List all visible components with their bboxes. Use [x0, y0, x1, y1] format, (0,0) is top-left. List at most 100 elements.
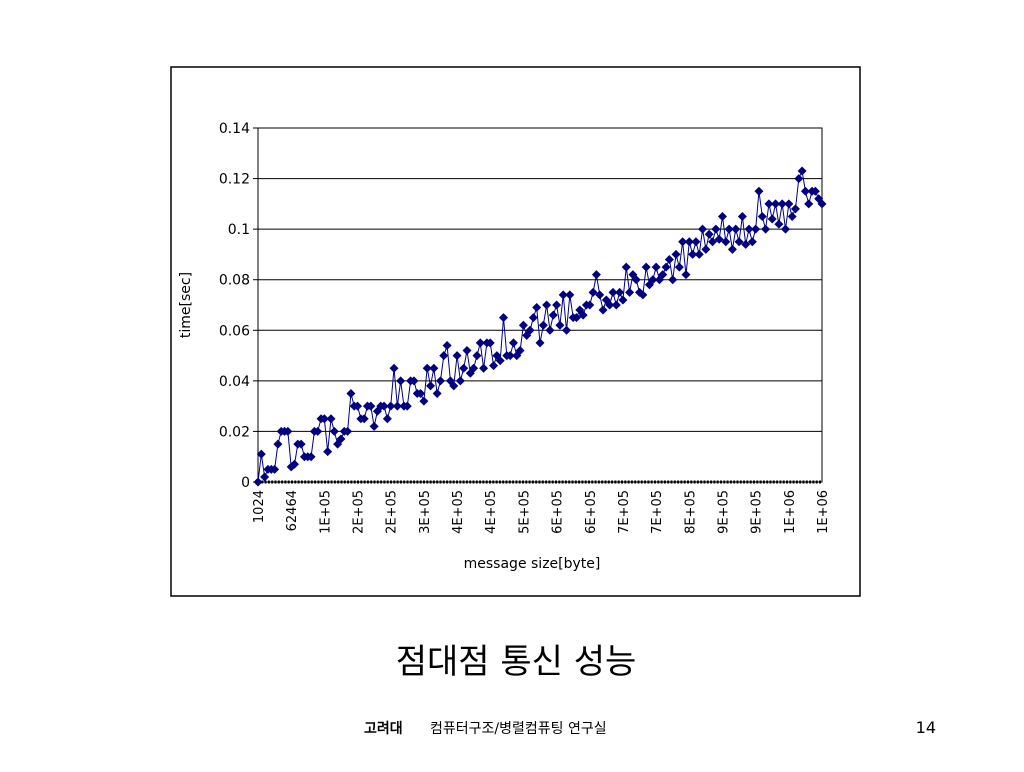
- data-marker: [253, 477, 263, 487]
- data-marker: [701, 244, 711, 254]
- data-marker: [366, 401, 376, 411]
- data-marker: [671, 249, 681, 259]
- data-marker: [558, 290, 568, 300]
- data-marker: [459, 363, 469, 373]
- data-marker: [386, 401, 396, 411]
- data-marker: [369, 421, 379, 431]
- data-marker: [402, 401, 412, 411]
- data-marker: [708, 237, 718, 247]
- data-marker: [611, 300, 621, 310]
- x-tick-label: 9E+05: [750, 490, 765, 534]
- data-marker: [432, 389, 442, 398]
- data-marker: [326, 414, 336, 424]
- data-marker: [790, 204, 800, 214]
- data-marker: [289, 459, 299, 469]
- data-marker: [532, 303, 542, 313]
- data-marker: [751, 224, 761, 234]
- data-marker: [674, 262, 684, 272]
- data-marker: [681, 270, 691, 280]
- data-marker: [767, 214, 777, 224]
- data-marker: [306, 452, 316, 462]
- data-marker: [525, 325, 535, 335]
- slide-title: 점대점 통신 성능: [396, 642, 637, 682]
- data-marker: [648, 275, 658, 285]
- x-tick-label: 6E+05: [551, 490, 566, 534]
- x-tick-label: 62464: [285, 490, 300, 531]
- data-marker: [711, 224, 721, 234]
- page-number: 14: [916, 718, 936, 737]
- data-marker: [747, 237, 757, 247]
- data-marker: [419, 396, 429, 406]
- data-marker: [475, 338, 485, 348]
- data-marker: [439, 351, 449, 361]
- data-marker: [485, 338, 495, 348]
- y-axis-label: time[sec]: [178, 272, 194, 338]
- data-marker: [797, 166, 807, 176]
- data-marker: [724, 224, 734, 234]
- data-marker: [598, 305, 608, 315]
- data-marker: [664, 254, 674, 264]
- data-marker: [508, 338, 518, 348]
- data-marker: [489, 361, 499, 371]
- data-marker: [528, 313, 538, 323]
- data-marker: [565, 290, 575, 300]
- data-marker: [787, 212, 797, 221]
- data-marker: [495, 356, 505, 366]
- data-marker: [727, 244, 737, 254]
- data-marker: [273, 439, 283, 449]
- x-tick-label: 7E+05: [650, 490, 665, 534]
- data-marker: [774, 219, 784, 229]
- data-marker: [472, 351, 482, 361]
- data-marker: [741, 239, 751, 249]
- data-marker: [754, 186, 764, 196]
- data-marker: [588, 287, 598, 297]
- x-tick-label: 1E+05: [318, 490, 333, 534]
- data-marker: [810, 186, 820, 196]
- data-marker: [548, 310, 558, 320]
- data-marker: [777, 199, 787, 209]
- data-marker: [442, 340, 452, 350]
- data-marker: [552, 300, 562, 310]
- data-marker: [625, 287, 635, 297]
- data-marker: [717, 212, 727, 221]
- data-marker: [661, 262, 671, 272]
- x-tick-label: 7E+05: [617, 490, 632, 534]
- data-marker: [615, 287, 625, 297]
- data-marker: [605, 300, 615, 310]
- data-marker: [585, 300, 595, 310]
- x-tick-label: 4E+05: [484, 490, 499, 534]
- data-marker: [396, 376, 406, 386]
- data-marker: [382, 414, 392, 424]
- footer-lab: 컴퓨터구조/병렬컴퓨팅 연구실: [430, 721, 607, 737]
- data-marker: [757, 212, 767, 221]
- data-marker: [296, 439, 306, 449]
- data-marker: [538, 320, 548, 330]
- data-marker: [416, 389, 426, 398]
- data-marker: [684, 237, 694, 247]
- data-marker: [505, 351, 515, 361]
- data-marker: [535, 338, 545, 348]
- data-marker: [426, 381, 436, 391]
- data-marker: [283, 426, 293, 436]
- x-tick-label: 1E+06: [816, 490, 831, 534]
- data-marker: [761, 224, 771, 234]
- data-marker: [571, 313, 581, 323]
- data-marker: [641, 262, 651, 272]
- x-tick-label: 1E+06: [783, 490, 798, 534]
- data-marker: [409, 376, 419, 386]
- data-marker: [621, 262, 631, 272]
- data-marker: [542, 300, 552, 310]
- data-marker: [578, 310, 588, 320]
- data-marker: [721, 237, 731, 247]
- data-marker: [359, 414, 369, 424]
- data-marker: [329, 426, 339, 436]
- data-marker: [462, 346, 472, 356]
- data-marker: [678, 237, 688, 247]
- data-marker: [336, 434, 346, 444]
- data-marker: [319, 414, 329, 424]
- data-marker: [817, 199, 827, 209]
- data-marker: [353, 401, 363, 411]
- x-axis-label: message size[byte]: [464, 556, 601, 572]
- x-tick-label: 8E+05: [683, 490, 698, 534]
- data-marker: [744, 224, 754, 234]
